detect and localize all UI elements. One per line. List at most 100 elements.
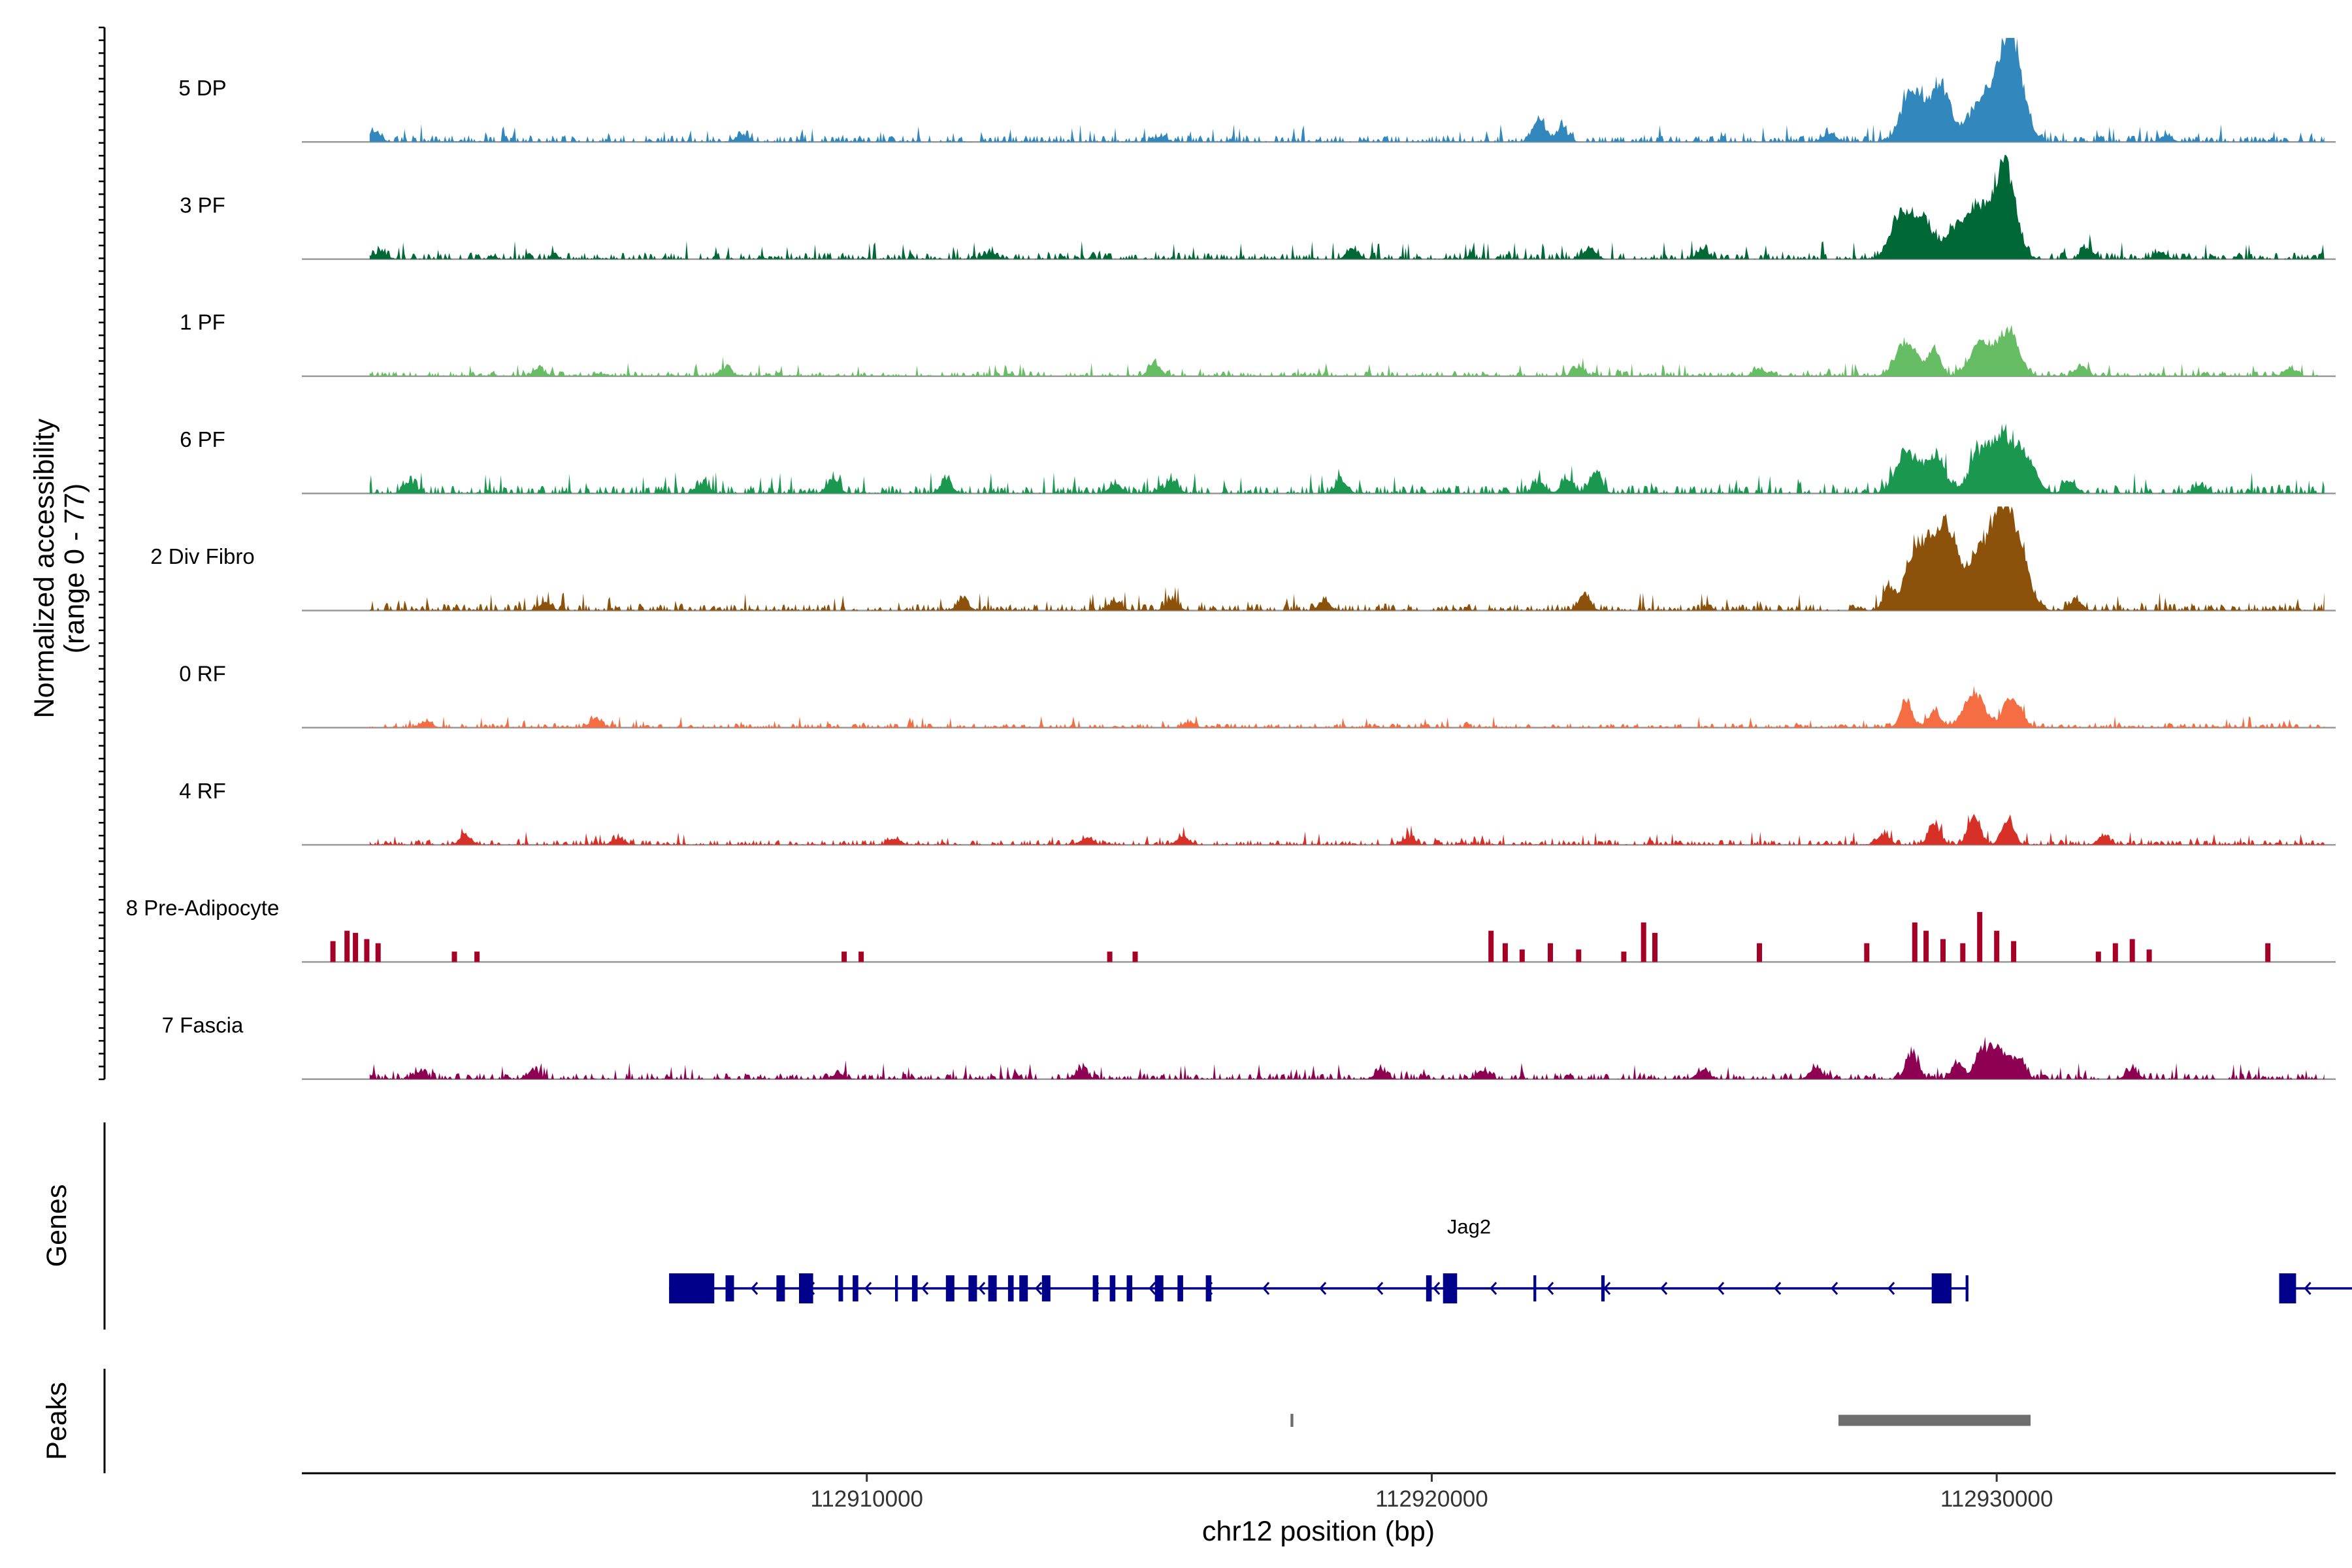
coverage-bar [1502,943,1508,962]
gene-nudt14: Nudt14 [2279,1273,2352,1303]
gene-exon [2279,1273,2296,1303]
coverage-bar [2265,943,2271,962]
gene-exon [911,1275,918,1301]
gene-label: Jag2 [1447,1215,1491,1238]
track-1-pf: 1 PF [180,310,2336,378]
coverage-bar [2146,949,2152,962]
gene-jag2: Jag2 [669,1215,1968,1303]
coverage-bar [1977,911,1983,962]
coverage-bar [1107,951,1113,962]
gene-exon [968,1275,977,1301]
gene-exon [988,1275,997,1301]
strand-arrow [1660,1282,1668,1295]
coverage-area [369,155,2325,259]
track-3-pf: 3 PF [180,155,2336,260]
gene-exon [1154,1275,1164,1301]
coverage-bar [1641,922,1646,962]
coverage-bar [1757,943,1762,962]
gene-exon [945,1275,955,1301]
track-label: 0 RF [179,662,226,686]
coverage-bar [1960,943,1966,962]
coverage-bar [858,951,864,962]
track-label: 4 RF [179,779,226,803]
gene-exon [895,1275,898,1301]
track-label: 8 Pre-Adipocyte [126,896,280,920]
gene-exon [1601,1275,1605,1301]
peak-track [1290,1414,2031,1427]
strand-arrow [1376,1282,1384,1295]
gene-exon [1092,1275,1099,1301]
track-6-pf: 6 PF [180,423,2336,495]
strand-arrow [1774,1282,1782,1295]
gene-exon [1443,1273,1458,1303]
coverage-bar [330,941,336,962]
coverage-bar [2011,941,2017,962]
coverage-tracks: 5 DP 3 PF 1 PF 6 PF 2 Div Fibro 0 RF 4 RF 8 Pre… [126,38,2336,1080]
gene-exon [1041,1275,1051,1301]
coverage-bar [1652,932,1658,962]
track-label: 1 PF [180,310,225,335]
gene-exon [1965,1275,1968,1301]
strand-arrow [1319,1282,1327,1295]
strand-arrow [864,1282,872,1295]
gene-exon [1931,1273,1952,1303]
track-8-pre-adipocyte: 8 Pre-Adipocyte [126,896,2336,963]
peak-region [1290,1414,1294,1427]
gene-exon [669,1273,715,1303]
coverage-bar [364,939,370,962]
x-axis: 112910000 112920000 112930000 [810,1473,2053,1512]
coverage-bar [474,951,480,962]
coverage-area [369,324,2325,376]
coverage-bar [1940,939,1946,962]
coverage-bar [451,951,457,962]
gene-exon [1426,1275,1432,1301]
coverage-bar [344,930,350,962]
track-label: 7 Fascia [162,1013,244,1037]
gene-exon [1007,1275,1014,1301]
y-axis-range: (range 0 - 77) [59,483,90,654]
genes-track-title: Genes [41,1184,73,1267]
strand-arrow [1887,1282,1895,1295]
strand-arrow [1717,1282,1725,1295]
coverage-bar [1576,949,1582,962]
strand-arrow [1490,1282,1497,1295]
coverage-bar [1519,949,1525,962]
track-0-rf: 0 RF [179,662,2336,729]
track-5-dp: 5 DP [178,38,2336,143]
coverage-area [369,506,2325,611]
track-label: 2 Div Fibro [150,544,255,568]
gene-exon [853,1275,858,1301]
strand-arrow [1433,1282,1441,1295]
coverage-bar [1864,943,1870,962]
gene-exon [799,1273,813,1303]
coverage-bar [2129,939,2135,962]
coverage-bar [2095,951,2101,962]
gene-exon [1177,1275,1183,1301]
y-axis-title: Normalized accessibility [29,418,60,718]
coverage-area [369,423,2325,494]
strand-arrow [1603,1282,1611,1295]
strand-arrow [978,1282,986,1295]
coverage-area [369,813,2325,845]
strand-arrow [921,1282,929,1295]
x-tick-label: 112930000 [1940,1486,2053,1512]
strand-arrow [1149,1282,1156,1295]
coverage-bar [1488,930,1494,962]
coverage-area [369,685,2325,728]
strand-arrow [751,1282,759,1295]
track-label: 3 PF [180,193,225,217]
coverage-bar [1923,930,1929,962]
gene-exon [1019,1275,1028,1301]
gene-exon [1205,1275,1212,1301]
gene-exon [1126,1275,1133,1301]
coverage-bar [1132,951,1138,962]
track-label: 5 DP [178,76,226,100]
coverage-bar [2112,943,2118,962]
gene-exon [1533,1275,1537,1301]
coverage-bar [375,943,381,962]
peaks-track-title: Peaks [41,1382,73,1460]
x-tick-label: 112920000 [1375,1486,1488,1512]
gene-exon [776,1275,785,1301]
track-label: 6 PF [180,427,225,451]
